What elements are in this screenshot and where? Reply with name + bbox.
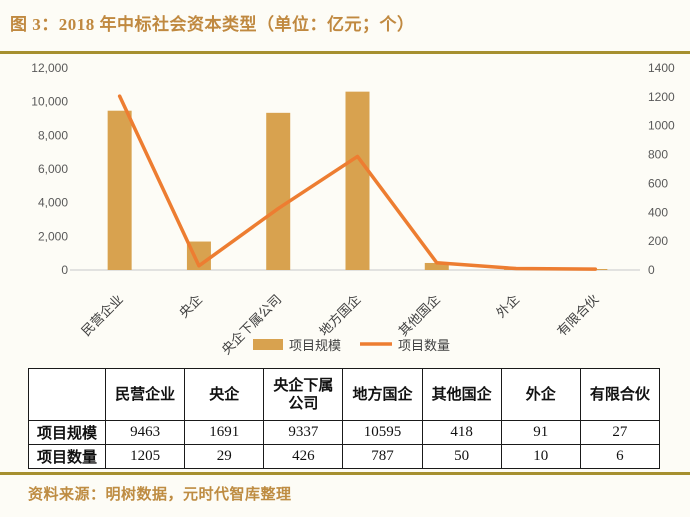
bar [107,110,132,270]
category-label: 有限合伙 [554,292,601,339]
legend-label-bar: 项目规模 [289,338,341,353]
table-cell: 91 [500,420,581,445]
row-label: 项目数量 [28,444,106,469]
table-corner-cell [28,368,106,421]
table-header-cell: 地方国企 [342,368,423,421]
table-cell: 10595 [342,420,423,445]
right-axis-tick-label: 800 [648,148,668,162]
chart-svg: 0 2,000 4,000 6,000 8,000 10,000 12,000 0 200 400… [31,61,675,357]
data-table: 民营企业 央企 央企下属公司 地方国企 其他国企 外企 有限合伙 项目规模 9463 1691 9… [28,368,661,469]
table-cell: 9463 [104,420,186,445]
gold-divider-top [0,51,690,54]
left-axis-tick-label: 6,000 [38,162,68,176]
left-axis-tick-label: 12,000 [31,61,68,75]
figure-title: 图 3：2018 年中标社会资本类型（单位：亿元；个） [10,15,415,34]
table-cell: 6 [579,444,661,469]
source-note: 资料来源：明树数据，元时代智库整理 [28,487,292,503]
table-header-cell: 央企下属公司 [263,368,344,421]
right-axis-tick-label: 600 [648,176,668,190]
table-cell: 1691 [184,420,265,445]
table-cell: 27 [579,420,661,445]
trend-line [117,94,598,271]
bar [345,91,370,270]
left-axis-tick-label: 2,000 [38,229,68,243]
table-cell: 9337 [263,420,344,445]
left-axis-tick-label: 8,000 [38,128,68,142]
right-axis-tick-label: 1200 [648,90,675,104]
right-axis-tick-label: 0 [648,263,655,277]
category-label: 外企 [493,292,522,321]
table-header: 民营企业 央企 央企下属公司 地方国企 其他国企 外企 有限合伙 [28,368,661,421]
table-header-cell: 其他国企 [421,368,502,421]
table-row: 项目数量 1205 29 426 787 50 10 6 [28,444,661,469]
table-cell: 50 [421,444,502,469]
table-header-row: 民营企业 央企 央企下属公司 地方国企 其他国企 外企 有限合伙 [28,368,661,421]
table-header-cell: 有限合伙 [579,368,661,421]
row-label: 项目规模 [28,420,106,445]
bar [266,112,291,270]
category-label: 地方国企 [316,292,363,339]
right-axis-tick-label: 200 [648,234,668,248]
chart: 0 2,000 4,000 6,000 8,000 10,000 12,000 0 200 400… [0,56,690,364]
right-axis-tick-label: 400 [648,205,668,219]
right-axis-tick-label: 1000 [648,119,675,133]
bar [424,262,449,270]
table-cell: 1205 [104,444,186,469]
gold-divider-bottom [0,472,690,475]
table-cell: 787 [342,444,423,469]
table-cell: 418 [421,420,502,445]
table-cell: 10 [500,444,581,469]
left-axis-tick-label: 10,000 [31,95,68,109]
table-cell: 29 [184,444,265,469]
table-header-cell: 央企 [184,368,265,421]
right-axis-tick-label: 1400 [648,61,675,75]
table-header-cell: 民营企业 [104,368,186,421]
left-axis-tick-label: 0 [61,263,68,277]
table-row: 项目规模 9463 1691 9337 10595 418 91 27 [28,420,661,445]
category-label: 民营企业 [78,292,125,339]
table-cell: 426 [263,444,344,469]
table-header-cell: 外企 [500,368,581,421]
category-label: 其他国企 [396,292,443,339]
legend-bar-swatch [253,339,283,350]
category-label: 央企 [176,292,205,321]
legend-label-line: 项目数量 [398,338,450,353]
left-axis-tick-label: 4,000 [38,196,68,210]
table-body: 项目规模 9463 1691 9337 10595 418 91 27 项目数量 1205 29 42… [28,420,661,469]
